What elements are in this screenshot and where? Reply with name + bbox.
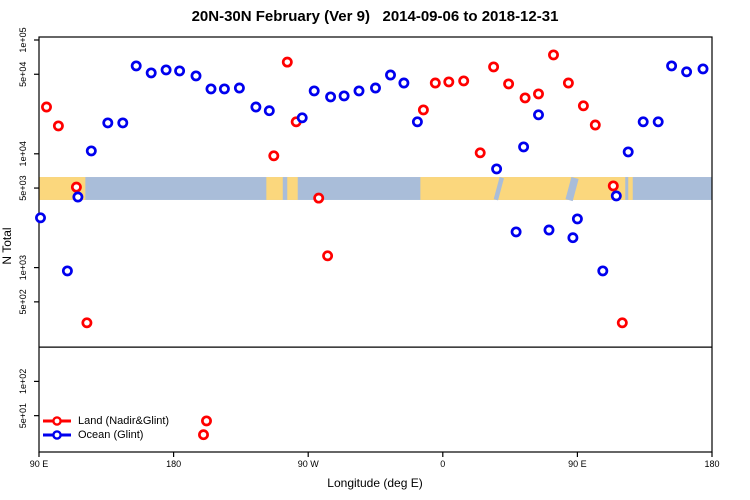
data-point-land [488,61,500,73]
data-point-land [589,119,601,131]
data-point-ocean [145,67,157,79]
y-tick-label: 1e+05 [18,27,28,52]
y-tick-label: 5e+04 [18,62,28,87]
data-point-ocean [681,66,693,78]
data-point-ocean [190,70,202,82]
data-point-ocean [610,190,622,202]
data-point-land [577,100,589,112]
data-point-land [503,78,515,90]
data-point-ocean [533,109,544,121]
legend-marker-ocean-icon [43,430,71,440]
data-point-land [548,49,559,61]
data-point-ocean [85,145,97,157]
data-point-land [607,180,619,192]
data-point-land [443,76,455,88]
data-point-ocean [233,82,245,94]
x-tick-label: 180 [704,459,719,469]
data-point-ocean [652,116,664,128]
data-point-land [322,250,334,262]
data-point-ocean [370,82,381,94]
data-point-ocean [102,117,114,129]
data-point-land [562,77,574,89]
data-point-ocean [571,213,583,225]
data-point-land [533,88,544,100]
data-point-ocean [666,60,678,72]
data-point-land [429,77,441,89]
data-point-ocean [308,85,320,97]
legend: Land (Nadir&Glint) Ocean (Glint) [42,414,169,442]
data-point-land [198,429,209,441]
data-point-land [52,120,64,132]
data-point-ocean [61,265,73,277]
y-tick-label: 5e+01 [18,403,28,428]
x-tick-label: 180 [166,459,181,469]
y-axis-title: N Total [0,227,14,265]
y-tick-label: 1e+04 [18,141,28,166]
data-point-ocean [622,146,634,158]
legend-item-ocean: Ocean (Glint) [42,428,169,442]
y-tick-label: 1e+03 [18,255,28,280]
x-axis-title: Longitude (deg E) [327,476,423,490]
data-point-ocean [205,83,217,95]
data-point-ocean [353,85,365,97]
x-tick-label: 90 E [30,459,49,469]
data-point-land [268,150,280,162]
data-point-ocean [35,212,46,224]
y-tick-label: 5e+03 [18,175,28,200]
map-band-land [420,177,626,200]
data-point-land [417,104,429,116]
chart-title: 20N-30N February (Ver 9) 2014-09-06 to 2… [191,8,559,25]
data-point-ocean [697,63,709,75]
data-point-land [70,181,82,193]
legend-marker-land-icon [43,416,71,426]
data-point-ocean [567,232,579,244]
data-point-ocean [637,116,649,128]
data-point-land [41,101,52,113]
data-point-ocean [597,265,609,277]
data-point-land [201,415,212,427]
data-point-ocean [160,64,172,76]
data-point-ocean [72,191,84,203]
data-point-ocean [398,77,410,89]
data-point-ocean [218,83,230,95]
data-point-land [281,56,293,68]
data-point-ocean [338,90,350,102]
data-point-land [458,75,470,87]
data-point-ocean [130,60,142,72]
data-point-ocean [117,117,129,129]
map-band-land [287,177,298,200]
x-tick-label: 0 [440,459,445,469]
data-point-ocean [411,116,423,128]
map-band-land [628,177,633,200]
map-band-ocean-sliver [565,177,579,202]
y-tick-label: 5e+02 [18,289,28,314]
data-point-land [616,317,628,329]
legend-label-land: Land (Nadir&Glint) [78,415,170,427]
data-point-ocean [385,69,396,81]
data-point-land [313,192,325,204]
data-point-ocean [296,112,308,124]
data-point-ocean [250,101,262,113]
data-point-ocean [325,91,337,103]
legend-item-land: Land (Nadir&Glint) [42,414,169,428]
y-tick-label: 1e+02 [18,369,28,394]
data-point-ocean [543,224,555,236]
data-point-land [474,147,486,159]
data-point-land [81,317,93,329]
x-tick-label: 90 W [298,459,320,469]
plot-box [38,36,713,453]
data-point-ocean [518,141,530,153]
x-tick-label: 90 E [568,459,587,469]
map-band-ocean-sliver [493,177,504,201]
data-point-ocean [491,163,503,175]
legend-label-ocean: Ocean (Glint) [78,429,144,441]
data-point-land [519,92,531,104]
data-point-ocean [174,65,186,77]
data-point-ocean [263,105,275,117]
data-point-ocean [510,226,522,238]
map-band-land [266,177,283,200]
